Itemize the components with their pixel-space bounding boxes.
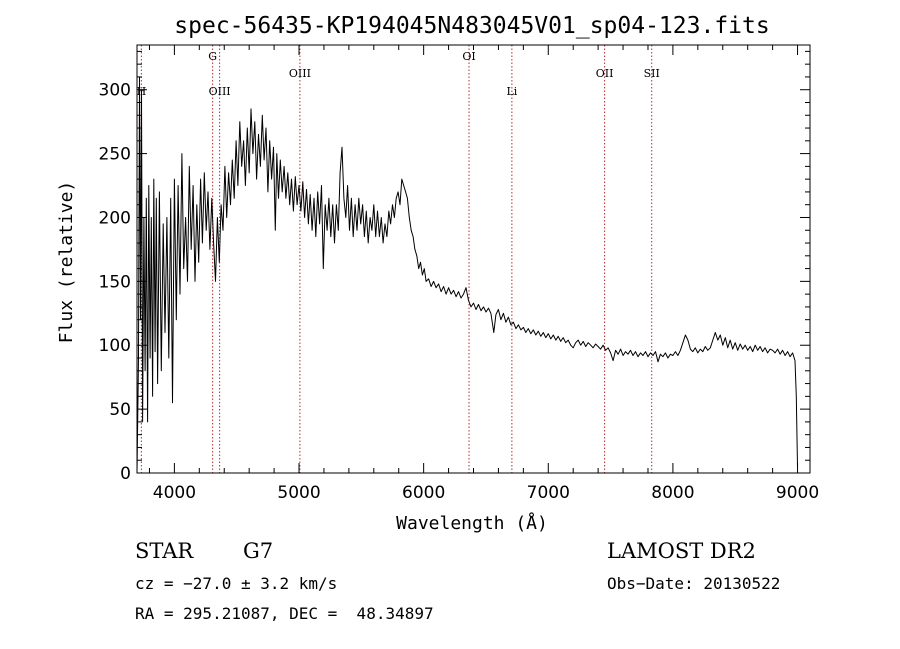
redshift-cz: cz = −27.0 ± 3.2 km/s	[135, 574, 337, 593]
object-subclass: G7	[243, 539, 273, 563]
x-tick-label: 4000	[153, 483, 196, 503]
spectral-line-label: G	[208, 50, 217, 63]
spectral-line-label: Li	[506, 85, 517, 98]
y-tick-label: 250	[99, 145, 131, 165]
y-tick-label: 200	[99, 208, 131, 228]
y-tick-label: 300	[99, 81, 131, 101]
spectral-line-label: OIII	[209, 85, 231, 98]
observation-date: Obs−Date: 20130522	[607, 574, 780, 593]
axis-ticks: 4000 5000 6000 7000 8000 9000 0 50 100 150 200 250 3…	[99, 45, 819, 503]
coordinates: RA = 295.21087, DEC = 48.34897	[135, 604, 434, 623]
spectrum-line	[136, 76, 798, 474]
y-tick-label: 0	[120, 464, 131, 484]
spectral-line-label: OIII	[289, 67, 311, 80]
x-tick-label: 6000	[402, 483, 445, 503]
y-tick-label: 100	[99, 336, 131, 356]
x-axis-label: Wavelength (Å)	[396, 512, 548, 534]
survey-name: LAMOST DR2	[607, 539, 756, 563]
y-tick-label: 150	[99, 272, 131, 292]
y-axis-label: Flux (relative)	[56, 181, 77, 344]
spectrum-series	[136, 76, 798, 474]
object-class: STAR	[135, 539, 194, 563]
x-tick-label: 5000	[277, 483, 320, 503]
spectral-line-label: SII	[644, 67, 660, 80]
y-tick-label: 50	[109, 400, 131, 420]
x-tick-label: 9000	[776, 483, 819, 503]
chart-title: spec-56435-KP194045N483045V01_sp04-123.f…	[174, 13, 769, 39]
plot-frame	[136, 44, 811, 474]
spectral-line-label: OII	[596, 67, 614, 80]
x-tick-label: 8000	[651, 483, 694, 503]
spectral-line-label: OI	[462, 50, 475, 63]
x-tick-label: 7000	[527, 483, 570, 503]
